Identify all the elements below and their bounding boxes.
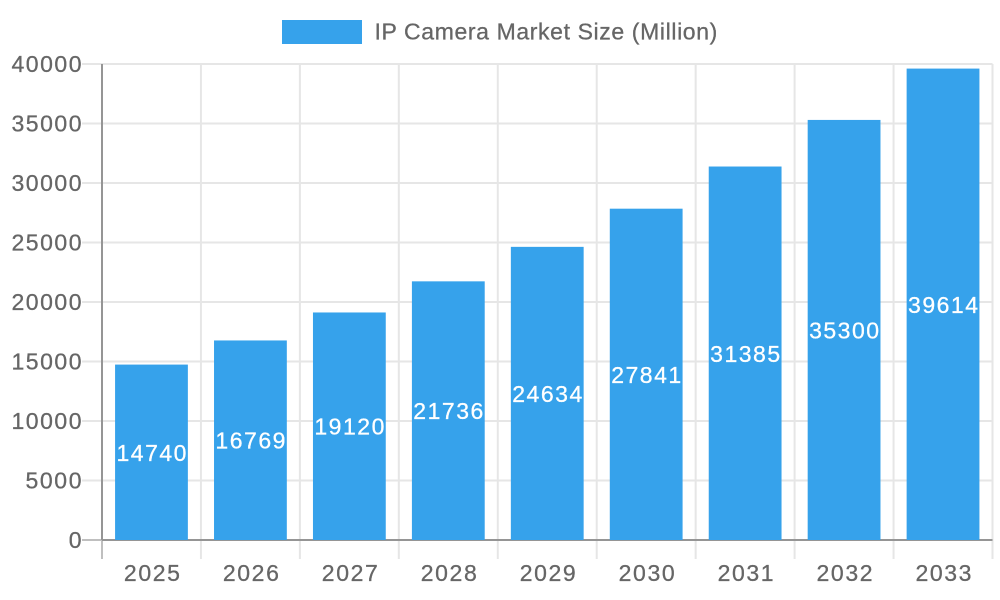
svg-text:2030: 2030 xyxy=(619,560,675,586)
svg-text:15000: 15000 xyxy=(12,348,82,374)
svg-text:2032: 2032 xyxy=(817,560,873,586)
svg-text:2033: 2033 xyxy=(915,560,971,586)
svg-text:2027: 2027 xyxy=(322,560,378,586)
svg-text:5000: 5000 xyxy=(26,467,82,493)
svg-text:35000: 35000 xyxy=(12,110,82,136)
svg-text:10000: 10000 xyxy=(12,408,82,434)
svg-text:24634: 24634 xyxy=(512,381,582,407)
svg-text:2029: 2029 xyxy=(520,560,576,586)
svg-text:2031: 2031 xyxy=(718,560,774,586)
svg-text:21736: 21736 xyxy=(413,398,483,424)
svg-text:19120: 19120 xyxy=(314,414,384,440)
svg-text:2028: 2028 xyxy=(421,560,477,586)
svg-text:16769: 16769 xyxy=(215,428,285,454)
svg-text:27841: 27841 xyxy=(611,362,681,388)
svg-text:39614: 39614 xyxy=(908,292,978,318)
svg-text:35300: 35300 xyxy=(809,318,879,344)
svg-text:40000: 40000 xyxy=(12,51,82,77)
svg-text:31385: 31385 xyxy=(710,341,780,367)
svg-text:30000: 30000 xyxy=(12,170,82,196)
svg-text:2025: 2025 xyxy=(124,560,180,586)
svg-text:2026: 2026 xyxy=(223,560,279,586)
svg-text:25000: 25000 xyxy=(12,229,82,255)
svg-text:0: 0 xyxy=(69,527,82,553)
svg-text:20000: 20000 xyxy=(12,289,82,315)
svg-text:IP Camera Market Size (Million: IP Camera Market Size (Million) xyxy=(375,19,718,45)
svg-text:14740: 14740 xyxy=(116,440,186,466)
